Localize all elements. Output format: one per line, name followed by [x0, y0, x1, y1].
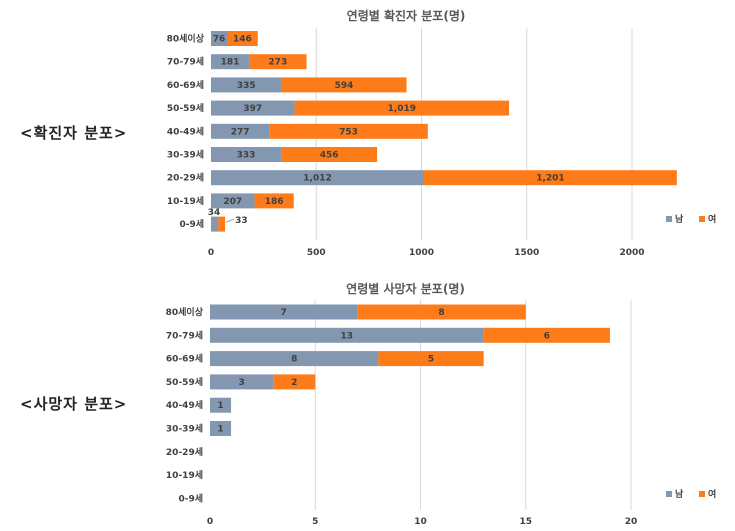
bar-segment-male [211, 216, 219, 232]
bar-segment-female [269, 123, 428, 139]
bar-segment-male [210, 374, 274, 390]
data-label: 146 [233, 35, 252, 45]
data-label: 7 [281, 308, 287, 318]
data-label: 181 [221, 58, 240, 68]
x-tick-label: 15 [519, 517, 532, 527]
bar-segment-male [211, 147, 282, 162]
legend-label-female: 여 [708, 213, 716, 225]
category-label: 0-9세 [178, 492, 203, 504]
data-label: 34 [208, 208, 221, 218]
x-tick-label: 10 [414, 517, 427, 527]
category-label: 10-19세 [166, 469, 203, 481]
bar-segment-female [218, 216, 226, 232]
bar-segment-female [254, 193, 294, 209]
bar-segment-male [211, 123, 270, 139]
leader-line [225, 218, 235, 223]
legend-swatch-male [666, 491, 672, 497]
bar-segment-male [210, 304, 358, 320]
data-label: 1,019 [388, 104, 416, 114]
deaths-section-label: <사망자 분포> [20, 395, 128, 413]
category-label: 80세이상 [166, 306, 204, 318]
legend-label-male: 남 [675, 488, 684, 500]
data-label: 335 [237, 81, 256, 91]
data-label: 456 [320, 151, 339, 161]
bar-segment-female [357, 304, 526, 320]
x-tick-label: 1000 [409, 248, 434, 258]
bar-segment-male [211, 77, 282, 93]
category-label: 20-29세 [167, 172, 204, 184]
category-label: 80세이상 [167, 33, 205, 45]
bar-segment-female [281, 77, 407, 93]
data-label: 277 [231, 127, 250, 137]
category-label: 20-29세 [166, 446, 203, 458]
category-label: 10-19세 [167, 195, 204, 207]
x-tick-label: 5 [312, 517, 318, 527]
x-tick-label: 20 [625, 517, 638, 527]
x-tick-label: 2000 [619, 248, 644, 258]
chart-title: 연령별 확진자 분포(명) [347, 8, 466, 23]
data-label: 753 [339, 127, 358, 137]
data-label: 5 [428, 355, 434, 365]
bar-segment-female [226, 31, 258, 46]
category-label: 50-59세 [167, 102, 204, 114]
category-label: 70-79세 [166, 329, 203, 341]
data-label: 273 [268, 58, 287, 68]
chart-title: 연령별 사망자 분포(명) [346, 281, 465, 296]
bar-segment-male [211, 170, 425, 186]
bar-segment-male [210, 421, 232, 436]
category-label: 60-69세 [167, 79, 204, 91]
bar-segment-female [273, 374, 316, 390]
bar-segment-male [211, 193, 255, 209]
category-label: 30-39세 [166, 423, 203, 435]
cases-section-label: <확진자 분포> [20, 124, 128, 142]
data-label: 397 [243, 104, 262, 114]
bar-segment-female [249, 54, 307, 70]
legend-label-female: 여 [708, 488, 716, 500]
x-tick-label: 0 [208, 248, 214, 258]
bar-segment-male [210, 351, 379, 367]
data-label: 2 [291, 378, 297, 388]
data-label: 33 [235, 216, 248, 226]
data-label: 13 [341, 331, 354, 341]
data-label: 3 [238, 378, 244, 388]
data-label: 76 [213, 35, 226, 45]
data-label: 1,012 [303, 174, 331, 184]
x-tick-label: 500 [307, 248, 326, 258]
bar-segment-male [210, 397, 232, 413]
bar-segment-female [378, 351, 484, 367]
bar-segment-female [281, 147, 378, 162]
category-label: 70-79세 [167, 56, 204, 68]
data-label: 207 [223, 197, 242, 207]
legend-swatch-male [666, 216, 672, 222]
bar-segment-male [211, 100, 295, 116]
category-label: 30-39세 [167, 149, 204, 161]
data-label: 1 [217, 401, 223, 411]
bar-segment-male [210, 327, 484, 343]
x-tick-label: 0 [207, 517, 213, 527]
category-label: 60-69세 [166, 353, 203, 365]
bar-segment-female [424, 170, 677, 186]
category-label: 40-49세 [166, 399, 203, 411]
data-label: 1 [217, 425, 223, 435]
category-label: 50-59세 [166, 376, 203, 388]
bar-segment-female [294, 100, 510, 116]
data-label: 8 [291, 355, 297, 365]
data-label: 8 [438, 308, 444, 318]
legend-swatch-female [699, 491, 705, 497]
data-label: 333 [237, 151, 256, 161]
data-label: 6 [544, 331, 550, 341]
bar-segment-male [211, 31, 227, 46]
data-label: 1,201 [536, 174, 564, 184]
legend-label-male: 남 [675, 213, 684, 225]
data-label: 186 [265, 197, 284, 207]
legend-swatch-female [699, 216, 705, 222]
category-label: 40-49세 [167, 125, 204, 137]
x-tick-label: 1500 [514, 248, 539, 258]
bar-segment-male [211, 54, 250, 70]
category-label: 0-9세 [179, 218, 204, 230]
data-label: 594 [335, 81, 354, 91]
bar-segment-female [483, 327, 610, 343]
